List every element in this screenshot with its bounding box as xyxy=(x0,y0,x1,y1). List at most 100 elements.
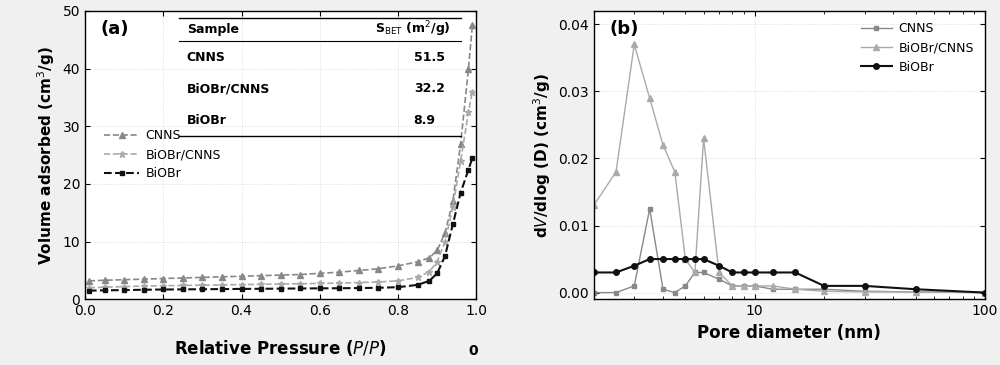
Text: 0: 0 xyxy=(468,344,478,358)
BiOBr xyxy=(99,288,111,293)
BiOBr xyxy=(859,284,871,288)
BiOBr/CNNS xyxy=(275,282,287,286)
CNNS xyxy=(726,284,738,288)
BiOBr/CNNS xyxy=(713,270,725,275)
BiOBr/CNNS xyxy=(157,284,169,288)
CNNS xyxy=(196,275,208,280)
CNNS xyxy=(439,231,451,235)
Text: 8.9: 8.9 xyxy=(414,114,436,127)
CNNS xyxy=(216,274,228,279)
BiOBr/CNNS xyxy=(979,291,991,295)
BiOBr/CNNS xyxy=(859,290,871,294)
CNNS xyxy=(910,290,922,294)
BiOBr/CNNS xyxy=(255,282,267,287)
BiOBr xyxy=(314,286,326,291)
BiOBr xyxy=(423,278,435,283)
BiOBr xyxy=(689,257,701,261)
CNNS xyxy=(738,284,750,288)
CNNS xyxy=(138,277,150,281)
CNNS xyxy=(698,270,710,275)
Line: CNNS: CNNS xyxy=(591,206,987,295)
BiOBr/CNNS xyxy=(588,203,600,208)
BiOBr xyxy=(726,270,738,275)
CNNS xyxy=(462,66,474,71)
BiOBr xyxy=(713,264,725,268)
X-axis label: Pore diameter (nm): Pore diameter (nm) xyxy=(697,324,881,342)
BiOBr xyxy=(466,156,478,160)
BiOBr xyxy=(353,286,365,290)
BiOBr xyxy=(455,191,467,195)
BiOBr xyxy=(610,270,622,275)
BiOBr xyxy=(462,167,474,172)
BiOBr xyxy=(749,270,761,275)
Text: BiOBr: BiOBr xyxy=(187,114,227,127)
Text: CNNS: CNNS xyxy=(187,51,226,64)
BiOBr/CNNS xyxy=(353,280,365,285)
BiOBr xyxy=(294,286,306,291)
BiOBr/CNNS xyxy=(83,285,95,290)
BiOBr xyxy=(910,287,922,291)
BiOBr xyxy=(669,257,681,261)
BiOBr/CNNS xyxy=(216,283,228,287)
BiOBr/CNNS xyxy=(118,284,130,289)
CNNS xyxy=(157,276,169,281)
BiOBr xyxy=(818,284,830,288)
BiOBr/CNNS xyxy=(789,287,801,291)
BiOBr xyxy=(157,287,169,292)
BiOBr xyxy=(698,257,710,261)
BiOBr/CNNS xyxy=(628,42,640,47)
Y-axis label: Volume adsorbed (cm$^3$/g): Volume adsorbed (cm$^3$/g) xyxy=(35,46,57,265)
CNNS xyxy=(644,207,656,211)
CNNS xyxy=(657,287,669,291)
BiOBr xyxy=(738,270,750,275)
CNNS xyxy=(353,268,365,273)
BiOBr xyxy=(979,291,991,295)
BiOBr/CNNS xyxy=(644,96,656,100)
Line: CNNS: CNNS xyxy=(86,23,475,284)
Line: BiOBr/CNNS: BiOBr/CNNS xyxy=(591,41,988,296)
BiOBr xyxy=(118,288,130,292)
BiOBr/CNNS xyxy=(818,289,830,293)
BiOBr/CNNS xyxy=(466,89,478,94)
BiOBr xyxy=(412,283,424,287)
BiOBr/CNNS xyxy=(294,281,306,286)
CNNS xyxy=(859,289,871,293)
BiOBr xyxy=(372,285,384,290)
Text: Relative Pressure ($P/P$): Relative Pressure ($P/P$) xyxy=(174,338,387,358)
Legend: CNNS, BiOBr/CNNS, BiOBr: CNNS, BiOBr/CNNS, BiOBr xyxy=(856,17,979,79)
CNNS xyxy=(236,274,248,278)
Text: 32.2: 32.2 xyxy=(414,82,445,95)
CNNS xyxy=(412,260,424,264)
CNNS xyxy=(455,141,467,146)
Text: 51.5: 51.5 xyxy=(414,51,445,64)
CNNS xyxy=(255,273,267,278)
CNNS xyxy=(99,278,111,283)
BiOBr xyxy=(255,287,267,291)
CNNS xyxy=(749,284,761,288)
BiOBr/CNNS xyxy=(767,284,779,288)
BiOBr xyxy=(177,287,189,292)
BiOBr/CNNS xyxy=(657,143,669,147)
CNNS xyxy=(610,291,622,295)
BiOBr/CNNS xyxy=(669,170,681,174)
CNNS xyxy=(314,271,326,276)
CNNS xyxy=(588,291,600,295)
CNNS xyxy=(118,277,130,282)
CNNS xyxy=(333,270,345,274)
Text: (b): (b) xyxy=(609,20,639,38)
CNNS xyxy=(83,278,95,283)
CNNS xyxy=(447,199,459,203)
BiOBr/CNNS xyxy=(423,269,435,274)
BiOBr/CNNS xyxy=(910,290,922,294)
BiOBr xyxy=(789,270,801,275)
BiOBr xyxy=(216,287,228,291)
Text: S$_{\rm BET}$ (m$^2$/g): S$_{\rm BET}$ (m$^2$/g) xyxy=(375,20,450,39)
BiOBr/CNNS xyxy=(431,260,443,264)
CNNS xyxy=(466,23,478,28)
Y-axis label: d$V$/dlog (D) (cm$^3$/g): d$V$/dlog (D) (cm$^3$/g) xyxy=(531,73,553,238)
BiOBr xyxy=(644,257,656,261)
BiOBr/CNNS xyxy=(314,281,326,286)
CNNS xyxy=(979,291,991,295)
BiOBr/CNNS xyxy=(412,275,424,280)
BiOBr xyxy=(333,286,345,291)
